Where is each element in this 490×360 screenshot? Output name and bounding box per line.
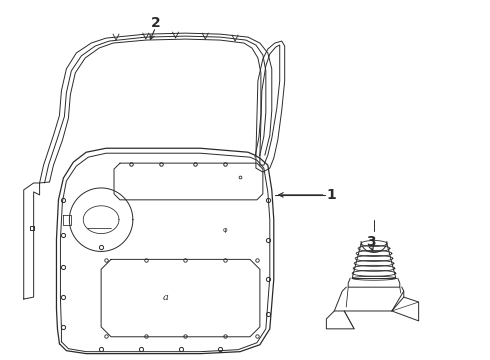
Text: 2: 2 (151, 16, 161, 30)
Text: φ: φ (223, 226, 227, 233)
Text: 1: 1 (326, 188, 336, 202)
Text: 3: 3 (366, 234, 376, 248)
Text: a: a (163, 293, 169, 302)
